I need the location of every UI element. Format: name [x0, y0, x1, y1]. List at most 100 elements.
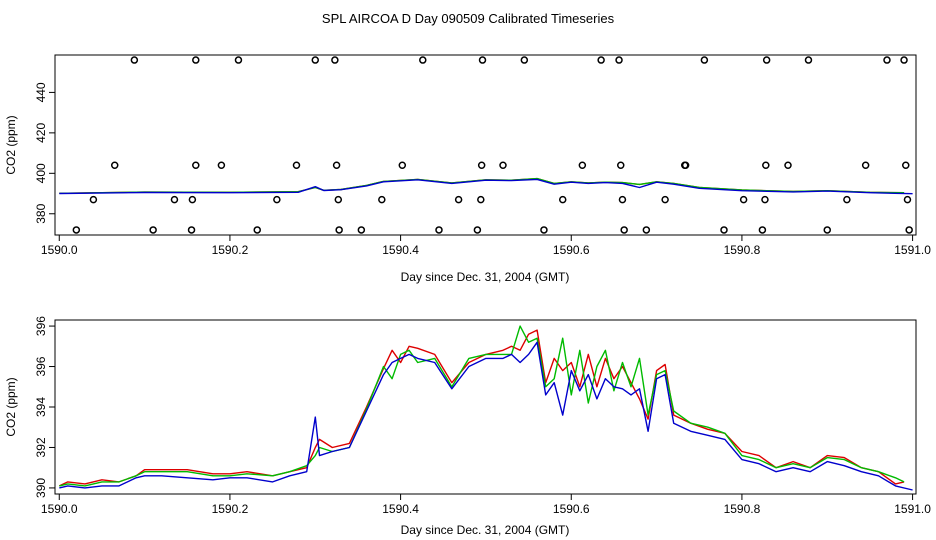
top-sample-point: [762, 56, 771, 64]
top-sample-point: [378, 195, 386, 204]
top-sample-point: [331, 56, 339, 64]
top-sample-point: [902, 161, 910, 169]
top-y-tick-label: 440: [34, 82, 48, 102]
top-sample-point: [681, 161, 690, 169]
top-sample-point: [900, 56, 908, 64]
top-sample-point: [642, 226, 651, 234]
top-sample-point: [615, 56, 623, 64]
bottom-series-red-line: [59, 329, 905, 487]
top-sample-point: [311, 56, 320, 64]
top-sample-point: [499, 161, 507, 169]
top-sample-point: [454, 195, 463, 204]
top-sample-point: [823, 226, 832, 234]
top-sample-point: [804, 56, 813, 64]
figure-title: SPL AIRCOA D Day 090509 Calibrated Times…: [322, 11, 615, 26]
top-sample-point: [861, 161, 870, 169]
top-sample-point: [419, 56, 427, 64]
top-y-tick-label: 420: [34, 123, 48, 143]
top-sample-point: [72, 226, 81, 234]
top-sample-point: [903, 195, 912, 204]
top-sample-point: [762, 161, 770, 169]
top-x-tick-label: 1590.6: [553, 243, 590, 257]
top-sample-point: [130, 56, 139, 64]
top-sample-point: [597, 56, 605, 64]
top-sample-point: [477, 195, 485, 204]
top-x-axis: 1590.0 1590.2 1590.4 1590.6 1590.8 1591.0: [41, 235, 931, 257]
top-sample-point: [292, 161, 301, 169]
top-sample-point: [217, 161, 226, 169]
bottom-y-tick-label: 392: [34, 437, 48, 457]
top-y-axis: 380 400 420 440: [34, 82, 55, 224]
top-sample-point: [253, 226, 261, 234]
top-y-tick-label: 400: [34, 163, 48, 183]
bottom-plot-frame: [54, 319, 917, 495]
top-sample-point: [192, 56, 200, 64]
top-sample-point: [905, 226, 913, 234]
top-sample-point: [661, 195, 669, 204]
top-sample-point: [540, 226, 548, 234]
top-sample-point: [335, 226, 343, 234]
top-sample-point: [617, 161, 625, 169]
top-y-tick-label: 380: [34, 203, 48, 223]
top-y-axis-label: CO2 (ppm): [4, 115, 18, 174]
bottom-x-tick-label: 1590.0: [41, 502, 78, 516]
bottom-x-tick-label: 1590.4: [382, 502, 419, 516]
top-plot-frame: [54, 54, 917, 236]
bottom-y-tick-label: 396: [34, 316, 48, 336]
top-sample-point: [700, 56, 709, 64]
bottom-x-tick-label: 1590.2: [212, 502, 249, 516]
top-x-tick-label: 1590.0: [41, 243, 78, 257]
top-x-axis-label: Day since Dec. 31, 2004 (GMT): [401, 270, 570, 284]
top-x-tick-label: 1590.8: [724, 243, 761, 257]
top-sample-point: [784, 161, 792, 169]
top-sample-point: [435, 226, 443, 234]
bottom-y-tick-label: 394: [34, 397, 48, 417]
top-sample-point: [520, 56, 529, 64]
top-sample-point: [558, 195, 567, 204]
top-x-tick-label: 1591.0: [894, 243, 931, 257]
bottom-series-green-line: [59, 325, 905, 487]
top-sample-point: [843, 195, 851, 204]
top-sample-point: [883, 56, 891, 64]
top-sample-point: [188, 195, 197, 204]
bottom-panel: 1590.0 1590.2 1590.4 1590.6 1590.8 1591.0 390…: [4, 316, 931, 537]
top-sample-point: [720, 226, 728, 234]
bottom-y-axis: 390 392 394 396 396: [34, 316, 55, 498]
top-sample-point: [234, 56, 243, 64]
top-sample-point: [187, 226, 196, 234]
top-sample-point: [758, 226, 767, 234]
top-sample-point: [170, 195, 179, 204]
top-x-tick-label: 1590.2: [212, 243, 249, 257]
top-sample-point: [357, 226, 366, 234]
top-series-blue-line: [59, 178, 913, 195]
top-sample-point: [761, 195, 769, 204]
top-sample-point: [332, 161, 341, 169]
top-series-lines: [59, 177, 913, 195]
top-sample-point: [739, 195, 748, 204]
top-panel: 1590.0 1590.2 1590.4 1590.6 1590.8 1591.0 380…: [4, 54, 931, 284]
top-sample-point: [477, 161, 486, 169]
bottom-y-tick-label: 396: [34, 356, 48, 376]
top-sample-point: [149, 226, 157, 234]
bottom-x-axis: 1590.0 1590.2 1590.4 1590.6 1590.8 1591.0: [41, 494, 931, 516]
top-sample-point: [334, 195, 343, 204]
bottom-y-axis-label: CO2 (ppm): [4, 377, 18, 436]
bottom-x-tick-label: 1590.6: [553, 502, 590, 516]
top-sample-point: [110, 161, 119, 169]
top-sample-point: [192, 161, 200, 169]
top-sample-point: [578, 161, 587, 169]
top-sample-point: [273, 195, 281, 204]
top-sample-points: [72, 56, 913, 234]
top-sample-point: [473, 226, 482, 234]
top-sample-point: [398, 161, 407, 169]
top-sample-point: [618, 195, 627, 204]
top-x-tick-label: 1590.4: [382, 243, 419, 257]
bottom-y-tick-label: 390: [34, 478, 48, 498]
top-sample-point: [620, 226, 628, 234]
bottom-x-tick-label: 1591.0: [894, 502, 931, 516]
bottom-series-lines: [59, 325, 913, 491]
bottom-x-axis-label: Day since Dec. 31, 2004 (GMT): [401, 523, 570, 537]
top-sample-point: [89, 195, 98, 204]
bottom-x-tick-label: 1590.8: [724, 502, 761, 516]
